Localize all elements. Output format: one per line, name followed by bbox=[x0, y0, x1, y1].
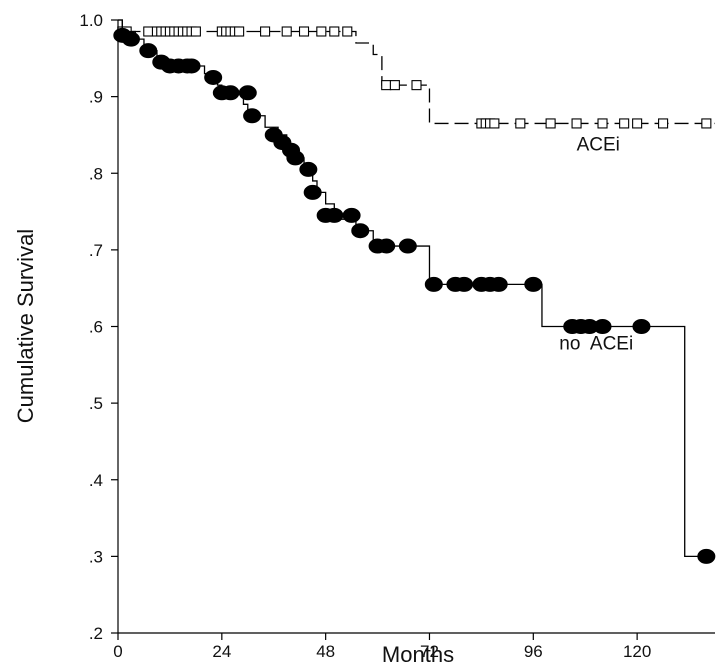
y-tick-label: .7 bbox=[89, 241, 103, 260]
ticks-layer: 0 24 48 72 96 120 .2 .3 .4 .5 .6 .7 .8 .9 1.0 bbox=[79, 11, 651, 661]
censor-marker-acei bbox=[190, 26, 201, 37]
censor-marker-acei bbox=[234, 26, 245, 37]
censor-marker-acei bbox=[515, 118, 526, 129]
y-tick-label: .8 bbox=[89, 164, 103, 183]
series-line-no-acei bbox=[118, 19, 715, 558]
y-axis-title: Cumulative Survival bbox=[13, 229, 38, 423]
censor-marker-acei bbox=[329, 26, 340, 37]
censor-marker-no-acei bbox=[121, 31, 140, 47]
censor-marker-no-acei bbox=[299, 161, 318, 177]
censor-marker-acei bbox=[298, 26, 310, 37]
censor-marker-acei bbox=[619, 118, 630, 129]
x-tick-label: 96 bbox=[524, 642, 543, 661]
censor-marker-no-acei bbox=[139, 43, 158, 59]
series-label-no-acei: no ACEi bbox=[559, 333, 633, 354]
x-tick-label: 72 bbox=[420, 642, 439, 661]
censor-marker-no-acei bbox=[325, 207, 344, 223]
x-axis-title: Months bbox=[382, 642, 454, 667]
censor-marker-acei bbox=[545, 118, 556, 129]
censor-marker-acei bbox=[701, 118, 712, 129]
series-label-acei: ACEi bbox=[577, 134, 620, 155]
censor-marker-acei bbox=[489, 118, 500, 129]
censor-marker-acei bbox=[143, 26, 154, 37]
censor-marker-acei bbox=[597, 118, 608, 129]
censor-marker-no-acei bbox=[303, 184, 322, 200]
x-tick-label: 48 bbox=[316, 642, 335, 661]
censor-marker-acei bbox=[316, 26, 327, 37]
y-tick-label: .4 bbox=[89, 471, 103, 490]
censor-marker-acei bbox=[411, 80, 422, 91]
y-tick-label: .9 bbox=[89, 88, 103, 107]
x-tick-label: 120 bbox=[623, 642, 651, 661]
censor-marker-no-acei bbox=[351, 223, 370, 239]
y-tick-label: .2 bbox=[89, 624, 103, 643]
censor-marker-no-acei bbox=[424, 276, 443, 292]
censor-marker-no-acei bbox=[182, 58, 201, 74]
censor-marker-no-acei bbox=[204, 69, 223, 85]
x-tick-label: 0 bbox=[113, 642, 122, 661]
censor-marker-no-acei bbox=[221, 85, 240, 101]
x-tick-label: 24 bbox=[212, 642, 231, 661]
y-tick-label: 1.0 bbox=[79, 11, 103, 30]
y-tick-label: .3 bbox=[89, 547, 103, 566]
censor-marker-no-acei bbox=[524, 276, 543, 292]
censor-marker-no-acei bbox=[697, 548, 716, 564]
censor-marker-acei bbox=[342, 26, 353, 37]
censor-marker-acei bbox=[260, 26, 271, 37]
y-tick-label: .6 bbox=[89, 318, 103, 337]
censor-marker-no-acei bbox=[238, 85, 257, 101]
censor-marker-no-acei bbox=[632, 319, 651, 334]
censor-marker-acei bbox=[381, 80, 392, 91]
annotation-layer: ACEi no ACEi bbox=[559, 134, 633, 354]
censor-marker-acei bbox=[281, 26, 292, 37]
censor-marker-no-acei bbox=[342, 207, 361, 223]
censor-marker-no-acei bbox=[286, 150, 305, 166]
censor-marker-no-acei bbox=[243, 108, 262, 124]
censor-marker-no-acei bbox=[455, 276, 474, 292]
censor-marker-no-acei bbox=[377, 238, 396, 254]
censor-marker-acei bbox=[632, 118, 643, 129]
labels-layer: Months Cumulative Survival bbox=[13, 229, 454, 667]
y-tick-label: .5 bbox=[89, 394, 103, 413]
censor-marker-no-acei bbox=[593, 319, 612, 334]
series-layer bbox=[113, 19, 716, 564]
censor-marker-acei bbox=[571, 118, 582, 129]
censor-marker-no-acei bbox=[398, 238, 417, 254]
censor-marker-acei bbox=[389, 80, 400, 91]
censor-marker-no-acei bbox=[489, 276, 508, 292]
censor-marker-acei bbox=[658, 118, 669, 129]
